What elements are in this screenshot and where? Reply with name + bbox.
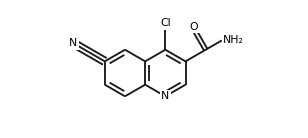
Text: NH₂: NH₂ bbox=[223, 35, 244, 45]
Text: N: N bbox=[69, 38, 78, 48]
Text: Cl: Cl bbox=[160, 18, 171, 28]
Text: N: N bbox=[161, 91, 169, 101]
Text: O: O bbox=[189, 22, 198, 32]
